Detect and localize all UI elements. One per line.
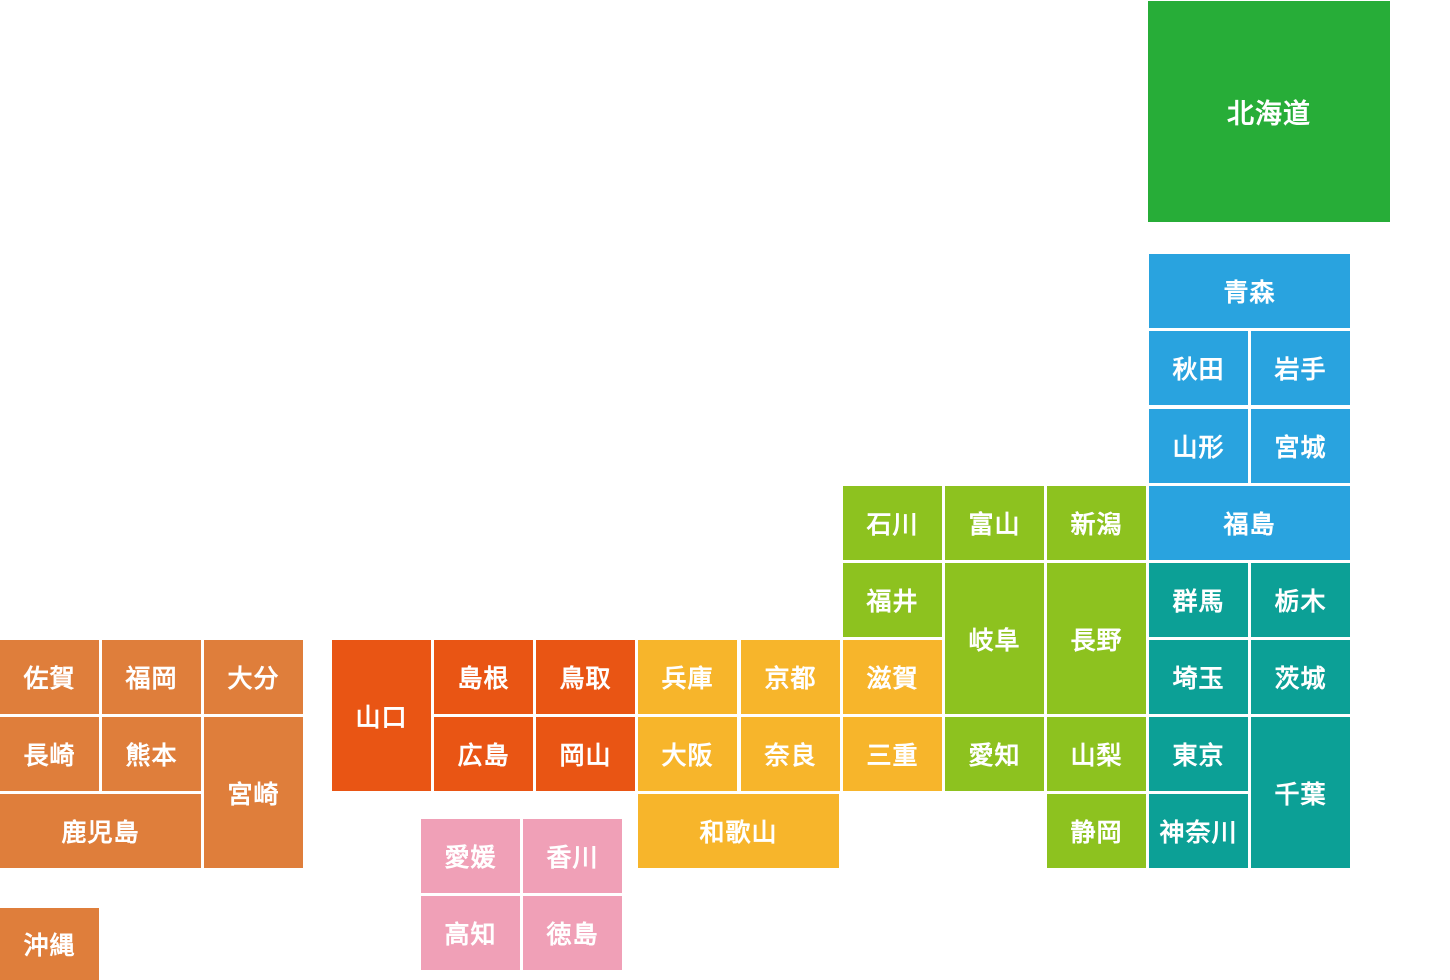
prefecture-hyogo[interactable]: 兵庫 — [638, 640, 737, 714]
prefecture-saga[interactable]: 佐賀 — [0, 640, 99, 714]
prefecture-ishikawa[interactable]: 石川 — [843, 486, 942, 560]
prefecture-hiroshima[interactable]: 広島 — [434, 717, 533, 791]
prefecture-shimane[interactable]: 島根 — [434, 640, 533, 714]
prefecture-osaka[interactable]: 大阪 — [638, 717, 737, 791]
prefecture-oita[interactable]: 大分 — [204, 640, 303, 714]
prefecture-mie[interactable]: 三重 — [843, 717, 942, 791]
prefecture-tochigi[interactable]: 栃木 — [1251, 563, 1350, 637]
prefecture-kumamoto[interactable]: 熊本 — [102, 717, 201, 791]
prefecture-aichi[interactable]: 愛知 — [945, 717, 1044, 791]
prefecture-miyagi[interactable]: 宮城 — [1251, 409, 1350, 483]
prefecture-kagoshima[interactable]: 鹿児島 — [0, 794, 201, 868]
prefecture-yamaguchi[interactable]: 山口 — [332, 640, 431, 791]
prefecture-yamagata[interactable]: 山形 — [1149, 409, 1248, 483]
prefecture-kyoto[interactable]: 京都 — [741, 640, 840, 714]
prefecture-gunma[interactable]: 群馬 — [1149, 563, 1248, 637]
prefecture-wakayama[interactable]: 和歌山 — [638, 794, 839, 868]
prefecture-okayama[interactable]: 岡山 — [536, 717, 635, 791]
prefecture-gifu[interactable]: 岐阜 — [945, 563, 1044, 714]
prefecture-miyazaki[interactable]: 宮崎 — [204, 717, 303, 868]
prefecture-kochi[interactable]: 高知 — [421, 896, 520, 970]
prefecture-akita[interactable]: 秋田 — [1149, 331, 1248, 405]
prefecture-tokyo[interactable]: 東京 — [1149, 717, 1248, 791]
prefecture-fukushima[interactable]: 福島 — [1149, 486, 1350, 560]
prefecture-ehime[interactable]: 愛媛 — [421, 819, 520, 893]
prefecture-shizuoka[interactable]: 静岡 — [1047, 794, 1146, 868]
prefecture-hokkaido[interactable]: 北海道 — [1148, 1, 1390, 222]
prefecture-okinawa[interactable]: 沖縄 — [0, 908, 99, 980]
prefecture-chiba[interactable]: 千葉 — [1251, 717, 1350, 868]
prefecture-nagano[interactable]: 長野 — [1047, 563, 1146, 714]
prefecture-kagawa[interactable]: 香川 — [523, 819, 622, 893]
prefecture-iwate[interactable]: 岩手 — [1251, 331, 1350, 405]
prefecture-yamanashi[interactable]: 山梨 — [1047, 717, 1146, 791]
prefecture-shiga[interactable]: 滋賀 — [843, 640, 942, 714]
prefecture-saitama[interactable]: 埼玉 — [1149, 640, 1248, 714]
prefecture-ibaraki[interactable]: 茨城 — [1251, 640, 1350, 714]
prefecture-toyama[interactable]: 富山 — [945, 486, 1044, 560]
prefecture-nara[interactable]: 奈良 — [741, 717, 840, 791]
prefecture-tottori[interactable]: 鳥取 — [536, 640, 635, 714]
prefecture-tokushima[interactable]: 徳島 — [523, 896, 622, 970]
prefecture-aomori[interactable]: 青森 — [1149, 254, 1350, 328]
prefecture-niigata[interactable]: 新潟 — [1047, 486, 1146, 560]
prefecture-kanagawa[interactable]: 神奈川 — [1149, 794, 1248, 868]
prefecture-nagasaki[interactable]: 長崎 — [0, 717, 99, 791]
prefecture-fukuoka[interactable]: 福岡 — [102, 640, 201, 714]
prefecture-fukui[interactable]: 福井 — [843, 563, 942, 637]
